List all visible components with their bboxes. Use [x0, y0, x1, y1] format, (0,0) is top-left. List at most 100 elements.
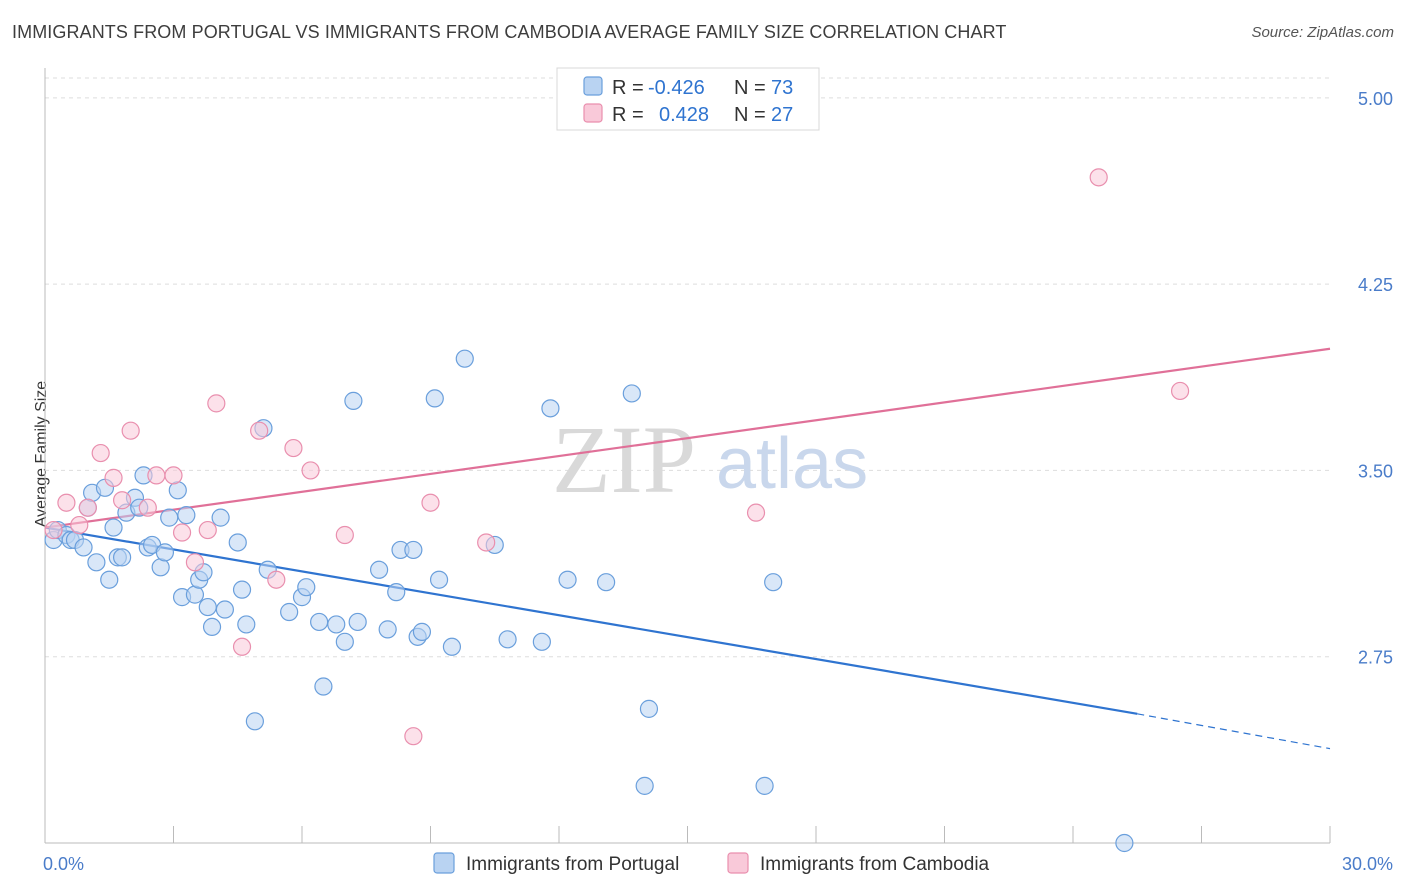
point-series0-42 — [310, 612, 329, 632]
trend-line-dashed-series0 — [1137, 713, 1331, 750]
point-series0-24 — [177, 506, 196, 525]
point-series1-2 — [70, 515, 89, 535]
x-tick-label-0: 0.0% — [43, 854, 84, 874]
point-series0-44 — [327, 615, 346, 634]
point-series1-15 — [232, 637, 252, 656]
chart-title: IMMIGRANTS FROM PORTUGAL VS IMMIGRANTS F… — [12, 22, 1007, 42]
point-series0-20 — [151, 558, 170, 577]
point-series0-26 — [185, 585, 205, 604]
point-series1-19 — [301, 461, 320, 480]
point-series0-67 — [639, 699, 659, 718]
point-series1-24 — [746, 503, 766, 522]
data-points — [44, 168, 1190, 853]
point-series0-65 — [622, 384, 641, 403]
point-series0-66 — [635, 776, 654, 795]
watermark-zip: ZIP — [552, 406, 696, 513]
point-series0-62 — [541, 399, 560, 418]
point-series1-14 — [207, 394, 226, 413]
legend-r-value-cambodia: 0.428 — [659, 104, 709, 126]
point-series0-50 — [387, 583, 406, 602]
point-series1-18 — [284, 438, 303, 458]
point-series0-32 — [215, 600, 234, 619]
watermark-atlas: atlas — [716, 424, 868, 504]
point-series0-36 — [245, 712, 264, 731]
point-series0-31 — [211, 508, 230, 527]
point-series0-48 — [370, 560, 389, 579]
point-series0-57 — [442, 637, 462, 656]
point-series0-21 — [155, 543, 175, 562]
grid-lines — [45, 77, 1330, 658]
legend-swatch-portugal — [583, 76, 603, 96]
point-series0-39 — [280, 602, 299, 622]
point-series0-34 — [232, 580, 252, 599]
point-series0-41 — [297, 578, 316, 597]
y-tick-labels: 2.75 3.50 4.25 5.00 — [1358, 89, 1393, 668]
point-series1-17 — [267, 570, 286, 589]
point-series1-9 — [147, 466, 166, 485]
legend-r-value-portugal: -0.426 — [648, 77, 705, 99]
point-series1-0 — [44, 520, 63, 540]
y-tick-label-0: 2.75 — [1358, 648, 1393, 668]
legend-r-label-cambodia: R = — [612, 104, 644, 126]
point-series1-3 — [78, 498, 97, 517]
point-series1-6 — [112, 491, 132, 510]
point-series1-8 — [138, 498, 157, 517]
x-tick-label-1: 30.0% — [1342, 854, 1393, 874]
point-series0-30 — [202, 617, 222, 637]
legend-r-label-portugal: R = — [612, 77, 644, 99]
point-series0-43 — [314, 677, 333, 696]
point-series1-23 — [477, 533, 496, 552]
point-series1-10 — [164, 466, 183, 485]
correlation-legend: R = -0.426 N = 73 R = 0.428 N = 27 — [556, 67, 820, 131]
point-series1-7 — [121, 421, 140, 440]
series-legend-swatch-portugal — [433, 852, 455, 874]
legend-n-label-cambodia: N = — [734, 104, 766, 126]
point-series1-1 — [57, 493, 76, 512]
legend-n-value-portugal: 73 — [771, 77, 793, 99]
point-series0-23 — [168, 481, 187, 500]
point-series0-55 — [425, 389, 444, 408]
point-series0-56 — [429, 570, 449, 589]
watermark: ZIP atlas — [552, 406, 868, 513]
series-legend: Immigrants from Portugal Immigrants from… — [433, 852, 990, 875]
point-series1-12 — [185, 553, 205, 572]
series-legend-swatch-cambodia — [727, 852, 749, 874]
point-series0-33 — [228, 533, 247, 552]
trend-line-series1 — [44, 347, 1331, 529]
point-series0-63 — [558, 570, 577, 589]
point-series1-11 — [172, 523, 192, 542]
point-series0-5 — [74, 538, 93, 557]
point-series1-22 — [421, 493, 440, 512]
point-series0-46 — [344, 391, 363, 410]
point-series0-49 — [378, 620, 397, 639]
point-series1-21 — [404, 727, 423, 746]
legend-n-value-cambodia: 27 — [771, 104, 793, 126]
point-series0-8 — [87, 553, 106, 572]
point-series1-4 — [91, 443, 110, 463]
point-series1-26 — [1170, 381, 1190, 401]
point-series0-45 — [335, 632, 354, 651]
point-series1-5 — [104, 468, 123, 487]
point-series0-52 — [404, 540, 423, 560]
trend-line-series0 — [44, 526, 1138, 715]
point-series1-13 — [198, 520, 217, 540]
y-tick-label-3: 5.00 — [1358, 89, 1393, 109]
trend-lines — [44, 347, 1331, 750]
point-series0-11 — [104, 518, 123, 537]
legend-swatch-cambodia — [583, 103, 603, 123]
legend-n-label-portugal: N = — [734, 77, 766, 99]
point-series0-64 — [597, 573, 616, 592]
series-legend-label-cambodia: Immigrants from Cambodia — [760, 854, 990, 875]
point-series0-70 — [1115, 833, 1134, 853]
point-series1-16 — [250, 421, 269, 440]
point-series0-22 — [160, 508, 179, 527]
point-series0-13 — [112, 548, 132, 567]
point-series1-25 — [1089, 168, 1108, 187]
point-series0-60 — [498, 630, 517, 649]
point-series0-47 — [348, 612, 367, 632]
point-series0-68 — [755, 776, 774, 795]
point-series0-58 — [455, 349, 474, 368]
series-legend-label-portugal: Immigrants from Portugal — [466, 854, 679, 875]
point-series0-54 — [412, 622, 432, 641]
